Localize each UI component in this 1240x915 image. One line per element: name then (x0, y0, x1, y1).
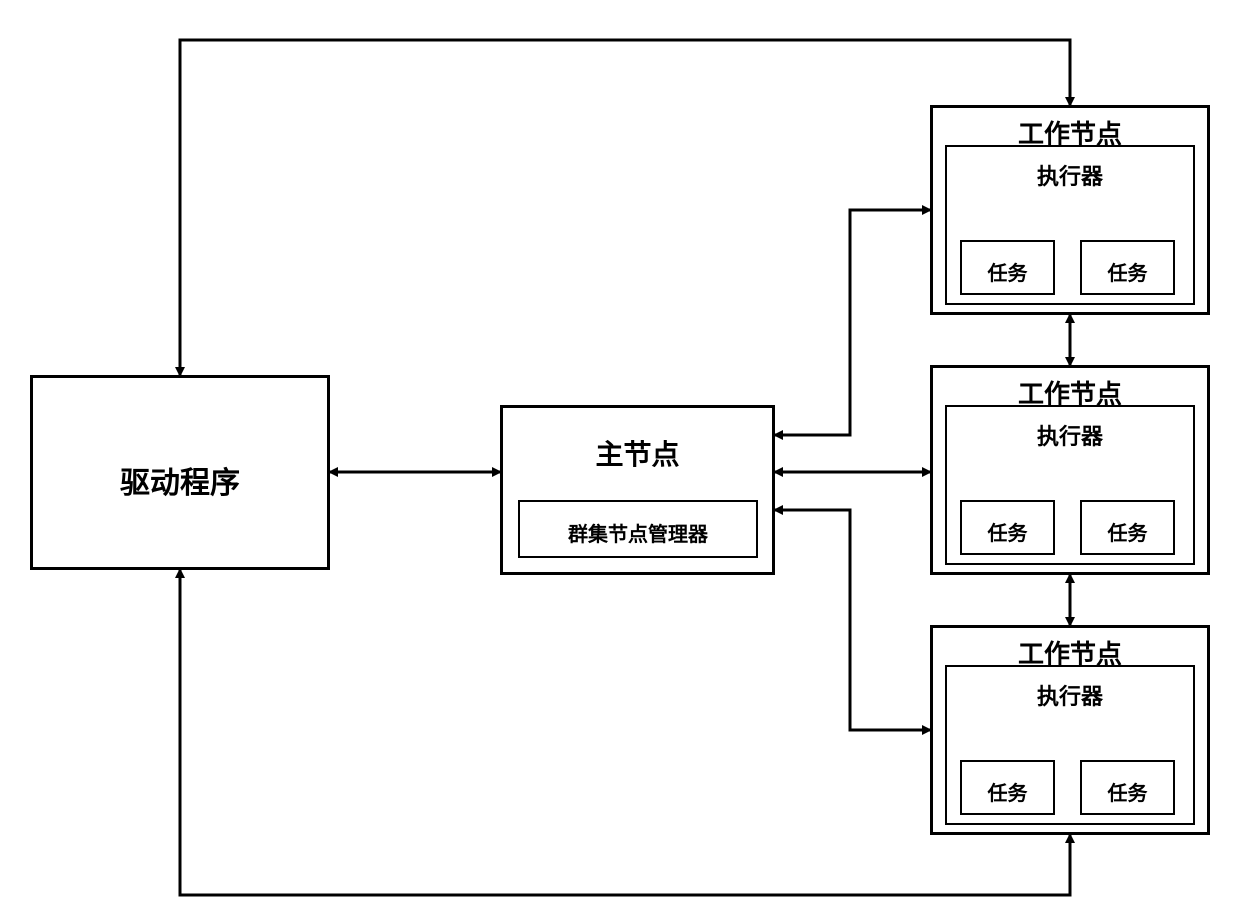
task-1b-label: 任务 (1082, 257, 1173, 286)
task-2a-label: 任务 (962, 517, 1053, 546)
task-3b-box: 任务 (1080, 760, 1175, 815)
cluster-manager-box: 群集节点管理器 (518, 500, 758, 558)
master-label: 主节点 (503, 433, 772, 473)
cluster-manager-label: 群集节点管理器 (520, 518, 756, 547)
task-2b-box: 任务 (1080, 500, 1175, 555)
edge-master-worker3 (775, 510, 930, 730)
task-3a-label: 任务 (962, 777, 1053, 806)
driver-node: 驱动程序 (30, 375, 330, 570)
task-1a-box: 任务 (960, 240, 1055, 295)
task-1b-box: 任务 (1080, 240, 1175, 295)
driver-label: 驱动程序 (33, 458, 327, 502)
task-3b-label: 任务 (1082, 777, 1173, 806)
edge-master-worker1 (775, 210, 930, 435)
executor-3-label: 执行器 (947, 679, 1193, 711)
executor-1-label: 执行器 (947, 159, 1193, 191)
task-2b-label: 任务 (1082, 517, 1173, 546)
diagram-canvas: 驱动程序 主节点 群集节点管理器 工作节点 执行器 任务 任务 工作节点 执行器… (0, 0, 1240, 915)
executor-2-label: 执行器 (947, 419, 1193, 451)
task-1a-label: 任务 (962, 257, 1053, 286)
task-2a-box: 任务 (960, 500, 1055, 555)
task-3a-box: 任务 (960, 760, 1055, 815)
